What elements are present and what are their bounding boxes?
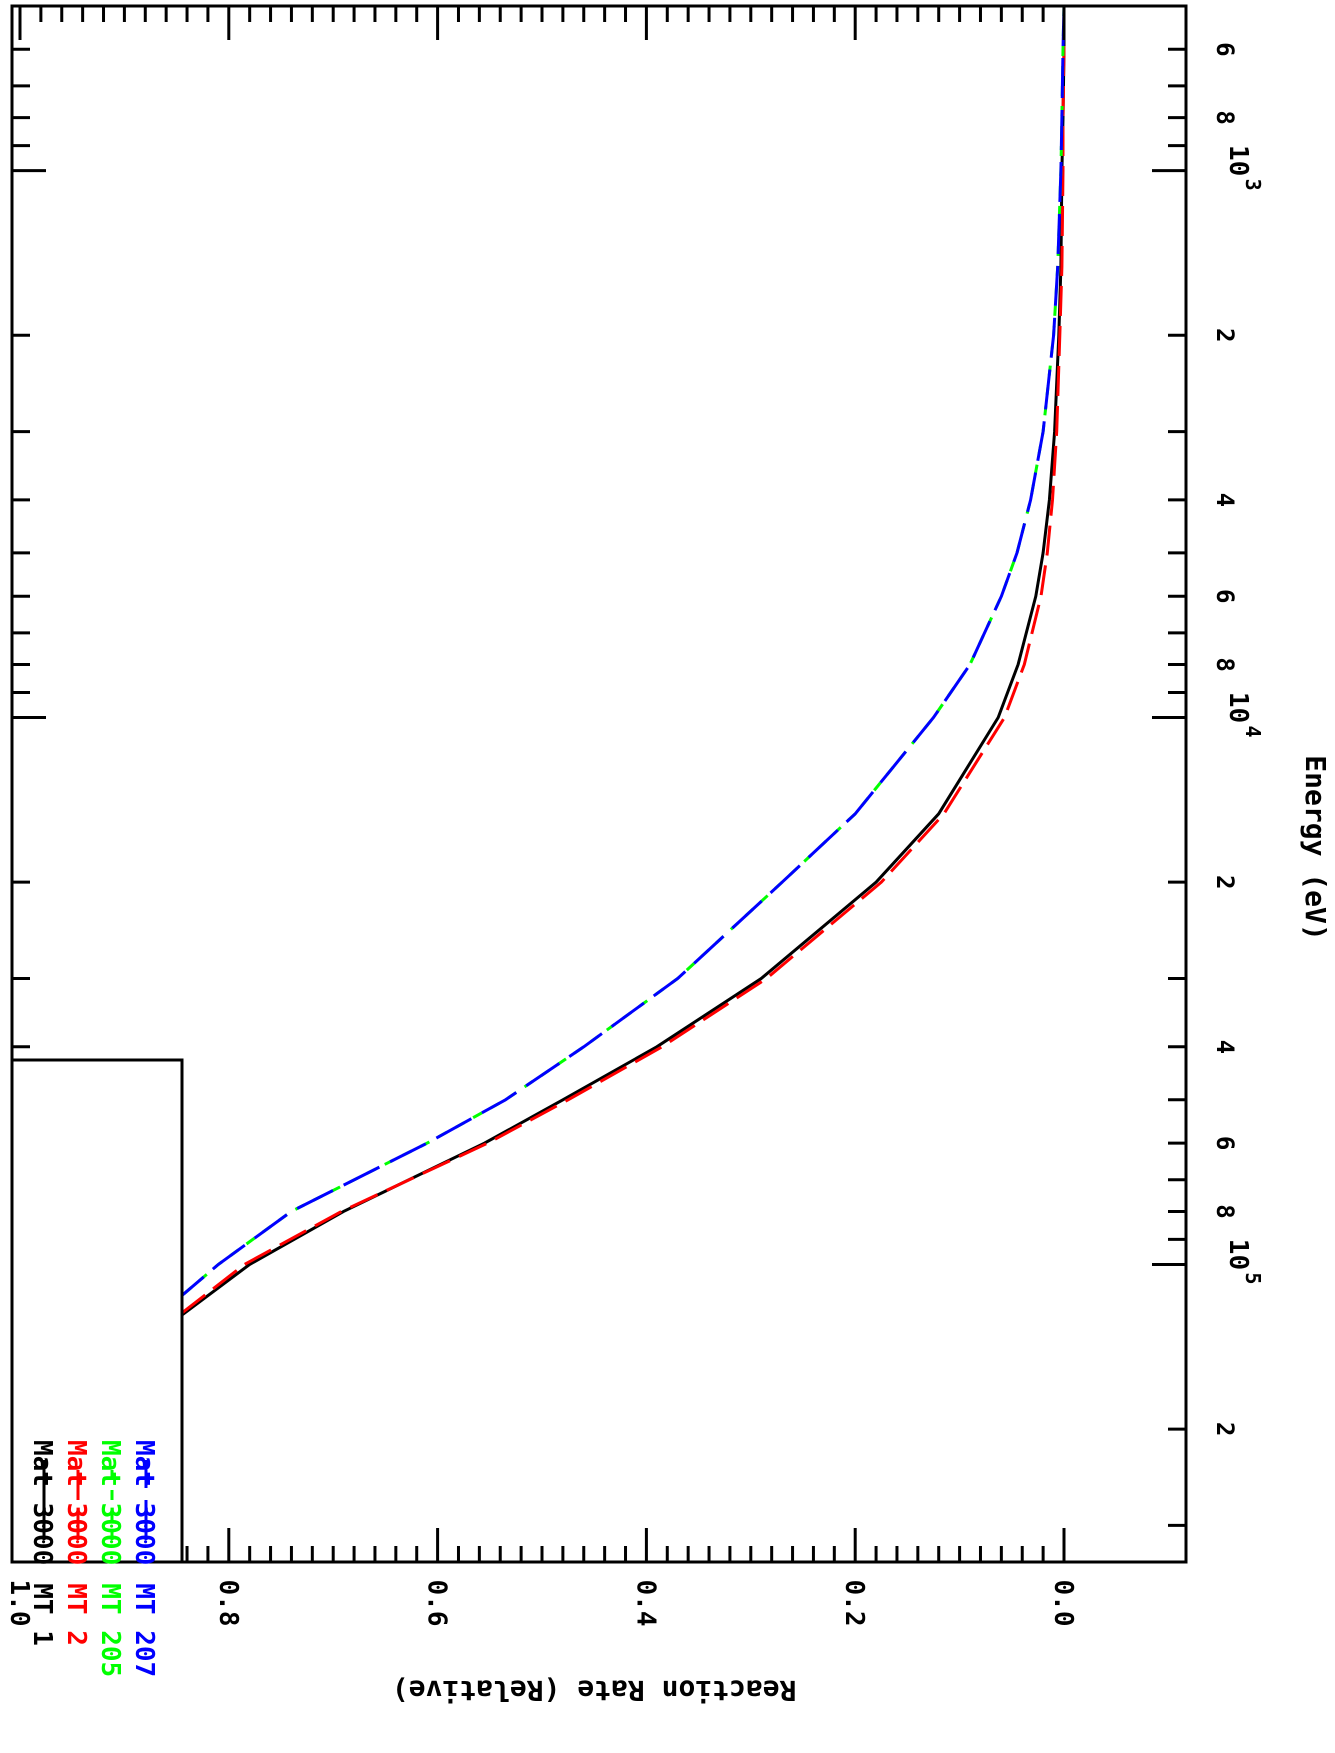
rate-tick-label: 0.0: [1048, 1580, 1078, 1627]
energy-major-tick-label-exponent: 3: [1241, 179, 1265, 191]
energy-minor-tick-label: 4: [1211, 1040, 1239, 1054]
energy-minor-tick-label: 2: [1211, 875, 1239, 889]
energy-major-tick-label-exponent: 4: [1241, 726, 1265, 738]
legend-entry-3: Mat 3000 MT 205: [95, 1440, 125, 1677]
legend-entry-1: Mat 3000 MT 1: [27, 1440, 57, 1646]
energy-minor-tick-label: 6: [1211, 589, 1239, 603]
energy-minor-tick-label: 4: [1211, 493, 1239, 507]
energy-major-tick-label-base: 10: [1223, 145, 1253, 176]
rate-tick-label: 0.8: [213, 1580, 243, 1627]
energy-major-tick-label-exponent: 5: [1241, 1272, 1265, 1284]
energy-major-tick-label: 103: [1223, 145, 1265, 191]
energy-minor-tick-label: 6: [1211, 1136, 1239, 1150]
rate-tick-label: 0.6: [422, 1580, 452, 1627]
energy-minor-tick-label: 2: [1211, 1422, 1239, 1436]
legend-mat-label: Mat 3000: [95, 1440, 125, 1565]
energy-major-tick-label: 104: [1223, 692, 1265, 738]
energy-minor-tick-label: 2: [1211, 328, 1239, 342]
y-axis-label: Reaction Rate (Relative): [392, 1674, 797, 1707]
legend-mt-label: MT 1: [27, 1583, 57, 1646]
energy-major-tick-label-base: 10: [1223, 1239, 1253, 1270]
axis-labels: Energy (eV) Reaction Rate (Relative): [392, 755, 1332, 1707]
legend-mt-label: MT 205: [95, 1583, 125, 1677]
rate-tick-label: 0.4: [630, 1580, 660, 1627]
legend-mat-label: Mat 3000: [27, 1440, 57, 1565]
energy-minor-tick-label: 8: [1211, 1204, 1239, 1218]
legend-box: [10, 1058, 184, 1564]
energy-minor-tick-label: 6: [1211, 42, 1239, 56]
legend-entry-2: Mat 3000 MT 2: [61, 1440, 91, 1646]
energy-major-tick-label: 105: [1223, 1239, 1265, 1285]
legend-mt-label: MT 2: [61, 1583, 91, 1646]
energy-minor-tick-label: 8: [1211, 657, 1239, 671]
rate-tick-label: 0.2: [839, 1580, 869, 1627]
legend-entry-4: Mat 3000 MT 207: [129, 1440, 159, 1677]
rate-tick-label: 1.0: [4, 1580, 34, 1627]
energy-minor-tick-label: 8: [1211, 110, 1239, 124]
legend-mat-label: Mat 3000: [61, 1440, 91, 1565]
legend-mt-label: MT 207: [129, 1583, 159, 1677]
legend-mat-label: Mat 3000: [129, 1440, 159, 1565]
plot-frame: [10, 4, 1188, 1564]
energy-major-tick-label-base: 10: [1223, 692, 1253, 723]
x-axis-label: Energy (eV): [1299, 755, 1332, 940]
